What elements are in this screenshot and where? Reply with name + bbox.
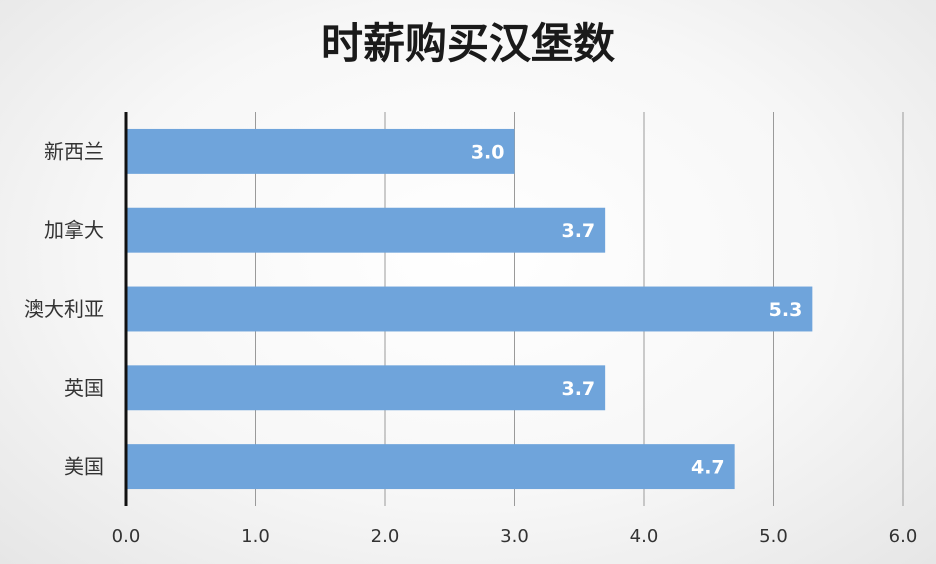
- bar: [126, 128, 515, 174]
- category-label: 英国: [64, 376, 104, 400]
- category-label: 加拿大: [44, 218, 104, 242]
- bar: [126, 365, 606, 411]
- category-label: 澳大利亚: [24, 297, 104, 321]
- x-tick-label: 2.0: [371, 526, 400, 547]
- bar: [126, 444, 735, 490]
- chart-title: 时薪购买汉堡数: [321, 19, 615, 68]
- category-label: 新西兰: [44, 139, 104, 163]
- x-tick-label: 5.0: [759, 526, 788, 547]
- x-tick-label: 0.0: [112, 526, 141, 547]
- x-tick-label: 4.0: [630, 526, 659, 547]
- tick-labels: 0.0 1.0 2.0 3.0 4.0 5.0 6.0: [112, 526, 918, 547]
- bar: [126, 286, 813, 332]
- data-label: 3.0: [471, 141, 505, 163]
- x-tick-label: 1.0: [241, 526, 270, 547]
- data-label: 4.7: [691, 457, 725, 479]
- x-tick-label: 3.0: [500, 526, 529, 547]
- x-tick-label: 6.0: [889, 526, 918, 547]
- category-label: 美国: [64, 455, 104, 479]
- data-label: 3.7: [561, 378, 595, 400]
- data-label: 5.3: [769, 299, 803, 321]
- data-label: 3.7: [561, 220, 595, 242]
- bars: 3.0 3.7 5.3 3.7 4.7: [126, 128, 813, 490]
- bar: [126, 207, 606, 253]
